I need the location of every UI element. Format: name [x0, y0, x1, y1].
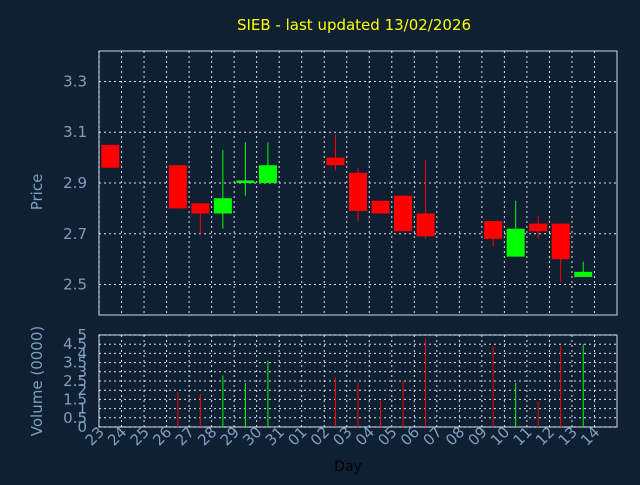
candle-body: [191, 203, 210, 214]
price-axis-label: Price: [28, 174, 46, 211]
price-tick-label: 2.5: [63, 276, 87, 294]
candle-body: [551, 223, 570, 260]
price-tick-label: 2.7: [63, 225, 87, 243]
volume-axis-label: Volume (0000): [28, 326, 46, 436]
x-axis-ticks: 2324252627282930310102030405060708091011…: [82, 423, 604, 449]
volume-panel: 00.511.522.533.544.55: [63, 326, 618, 436]
candle-body: [326, 157, 345, 166]
candle-body: [168, 165, 187, 209]
candle-body: [258, 165, 277, 183]
candle-body: [101, 144, 120, 168]
volume-tick-label: 4: [77, 344, 87, 362]
volume-tick-label: 5: [77, 326, 87, 344]
candle-body: [506, 228, 525, 257]
volume-tick-label: 4.5: [63, 335, 87, 353]
chart-title: SIEB - last updated 13/02/2026: [237, 16, 471, 34]
volume-tick-label: 1: [77, 400, 87, 418]
candle-body: [416, 213, 435, 237]
volume-tick-label: 2.5: [63, 372, 87, 390]
candle-body: [213, 198, 232, 214]
x-axis-label: Day: [334, 459, 362, 475]
candle-body: [394, 195, 413, 232]
candle-body: [371, 200, 390, 214]
price-tick-label: 2.9: [63, 174, 87, 192]
price-tick-label: 3.3: [63, 72, 87, 90]
candle-body: [529, 223, 548, 232]
volume-tick-label: 0.5: [63, 409, 87, 427]
volume-tick-label: 0: [77, 418, 87, 436]
price-panel: 2.5 2.7 2.9 3.1 3.3: [63, 50, 618, 316]
price-tick-label: 3.1: [63, 123, 87, 141]
volume-tick-label: 3: [77, 363, 87, 381]
volume-tick-label: 3.5: [63, 354, 87, 372]
volume-tick-label: 1.5: [63, 390, 87, 408]
candle-body: [574, 271, 593, 277]
candle-body: [349, 172, 367, 211]
candle-body: [484, 221, 503, 239]
candle-body: [236, 180, 255, 183]
volume-tick-label: 2: [77, 381, 87, 399]
